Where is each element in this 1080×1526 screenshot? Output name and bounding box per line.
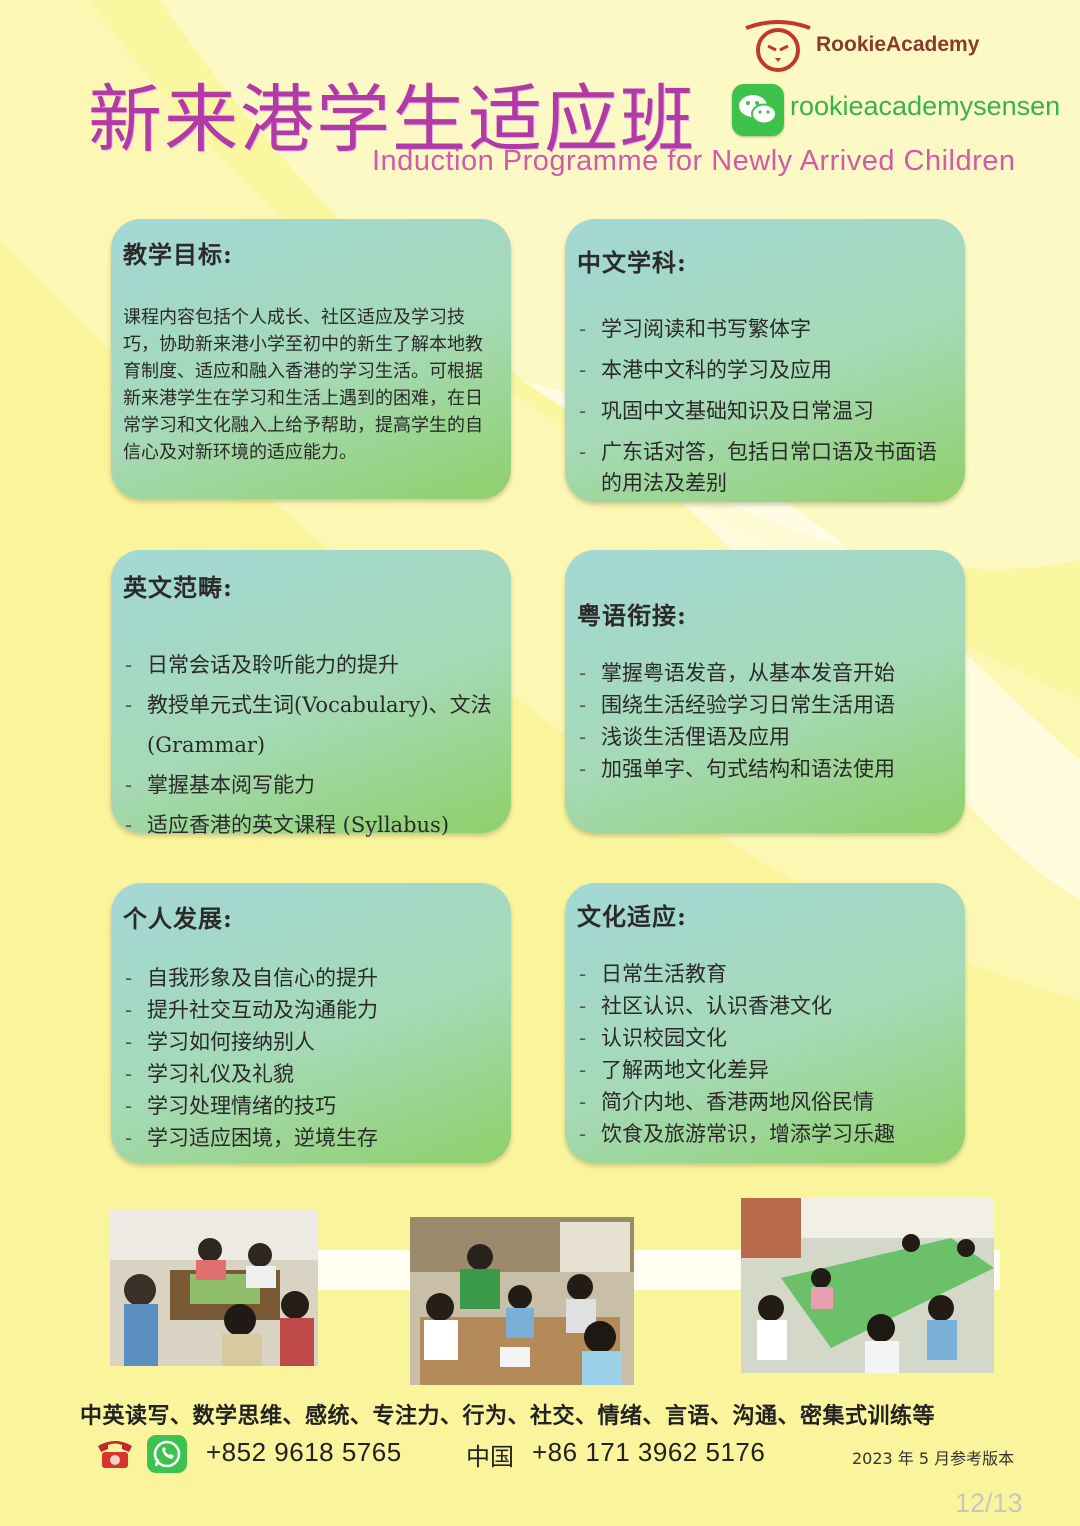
list-item: 社区认识、认识香港文化 bbox=[577, 990, 953, 1022]
card-title: 英文范畴: bbox=[123, 573, 233, 602]
phone-china-label: 中国 bbox=[466, 1443, 514, 1471]
card-list: 自我形象及自信心的提升 提升社交互动及沟通能力 学习如何接纳别人 学习礼仪及礼貌… bbox=[123, 962, 499, 1154]
list-item: 学习处理情绪的技巧 bbox=[123, 1090, 499, 1122]
list-item: 学习礼仪及礼貌 bbox=[123, 1058, 499, 1090]
card-teaching-goal: 教学目标: 课程内容包括个人成长、社区适应及学习技巧，协助新来港小学至初中的新生… bbox=[111, 219, 511, 499]
list-item: 日常会话及聆听能力的提升 bbox=[123, 645, 499, 685]
card-title: 中文学科: bbox=[577, 248, 687, 277]
list-item: 加强单字、句式结构和语法使用 bbox=[577, 753, 953, 785]
list-item: 学习阅读和书写繁体字 bbox=[577, 314, 953, 345]
classroom-photo-3 bbox=[741, 1198, 994, 1373]
list-item: 认识校园文化 bbox=[577, 1022, 953, 1054]
classroom-photo-1 bbox=[110, 1210, 318, 1366]
card-list: 掌握粤语发音，从基本发音开始 围绕生活经验学习日常生活用语 浅谈生活俚语及应用 … bbox=[577, 657, 953, 785]
list-item: 学习适应困境，逆境生存 bbox=[123, 1122, 499, 1154]
list-item: 日常生活教育 bbox=[577, 958, 953, 990]
list-item: 广东话对答，包括日常口语及书面语的用法及差别 bbox=[577, 437, 953, 499]
whatsapp-icon bbox=[147, 1435, 187, 1473]
card-list: 日常会话及聆听能力的提升 教授单元式生词(Vocabulary)、文法(Gram… bbox=[123, 645, 499, 845]
page-number: 12/13 bbox=[955, 1488, 1023, 1518]
card-body: 课程内容包括个人成长、社区适应及学习技巧，协助新来港小学至初中的新生了解本地教育… bbox=[123, 307, 483, 463]
list-item: 了解两地文化差异 bbox=[577, 1054, 953, 1086]
card-cantonese-bridging: 粤语衔接: 掌握粤语发音，从基本发音开始 围绕生活经验学习日常生活用语 浅谈生活… bbox=[565, 550, 965, 833]
card-list: 学习阅读和书写繁体字 本港中文科的学习及应用 巩固中文基础知识及日常温习 广东话… bbox=[577, 314, 953, 499]
page-title: 新来港学生适应班 bbox=[88, 77, 696, 163]
wechat-icon bbox=[732, 84, 784, 136]
list-item: 掌握粤语发音，从基本发音开始 bbox=[577, 657, 953, 689]
list-item: 教授单元式生词(Vocabulary)、文法(Grammar) bbox=[123, 685, 499, 765]
card-title: 个人发展: bbox=[123, 904, 233, 933]
list-item: 围绕生活经验学习日常生活用语 bbox=[577, 689, 953, 721]
card-chinese-subject: 中文学科: 学习阅读和书写繁体字 本港中文科的学习及应用 巩固中文基础知识及日常… bbox=[565, 219, 965, 502]
list-item: 巩固中文基础知识及日常温习 bbox=[577, 396, 953, 427]
list-item: 本港中文科的学习及应用 bbox=[577, 355, 953, 386]
card-english-domain: 英文范畴: 日常会话及聆听能力的提升 教授单元式生词(Vocabulary)、文… bbox=[111, 550, 511, 845]
version-note: 2023 年 5 月参考版本 bbox=[852, 1449, 1015, 1468]
list-item: 简介内地、香港两地风俗民情 bbox=[577, 1086, 953, 1118]
page-subtitle: Induction Programme for Newly Arrived Ch… bbox=[372, 145, 1016, 177]
list-item: 浅谈生活俚语及应用 bbox=[577, 721, 953, 753]
list-item: 掌握基本阅写能力 bbox=[123, 765, 499, 805]
card-title: 教学目标: bbox=[123, 240, 233, 269]
card-title: 粤语衔接: bbox=[577, 601, 687, 630]
wechat-id: rookieacademysensen bbox=[790, 91, 1061, 121]
card-list: 日常生活教育 社区认识、认识香港文化 认识校园文化 了解两地文化差异 简介内地、… bbox=[577, 958, 953, 1150]
telephone-icon bbox=[94, 1436, 136, 1470]
list-item: 提升社交互动及沟通能力 bbox=[123, 994, 499, 1026]
list-item: 适应香港的英文课程 (Syllabus) bbox=[123, 805, 499, 845]
logo-text: RookieAcademy bbox=[816, 33, 980, 56]
card-title: 文化适应: bbox=[577, 902, 687, 931]
card-cultural-adaptation: 文化适应: 日常生活教育 社区认识、认识香港文化 认识校园文化 了解两地文化差异… bbox=[565, 883, 965, 1163]
owl-logo-icon bbox=[745, 20, 811, 72]
list-item: 学习如何接纳别人 bbox=[123, 1026, 499, 1058]
services-line: 中英读写、数学思维、感统、专注力、行为、社交、情绪、言语、沟通、密集式训练等 bbox=[80, 1404, 936, 1429]
list-item: 饮食及旅游常识，增添学习乐趣 bbox=[577, 1118, 953, 1150]
classroom-photo-2 bbox=[410, 1217, 634, 1385]
card-personal-development: 个人发展: 自我形象及自信心的提升 提升社交互动及沟通能力 学习如何接纳别人 学… bbox=[111, 883, 511, 1163]
phone-number-hk[interactable]: +852 9618 5765 bbox=[206, 1437, 402, 1467]
list-item: 自我形象及自信心的提升 bbox=[123, 962, 499, 994]
phone-number-china[interactable]: +86 171 3962 5176 bbox=[532, 1437, 766, 1467]
rookie-academy-logo: RookieAcademy bbox=[742, 18, 1002, 74]
